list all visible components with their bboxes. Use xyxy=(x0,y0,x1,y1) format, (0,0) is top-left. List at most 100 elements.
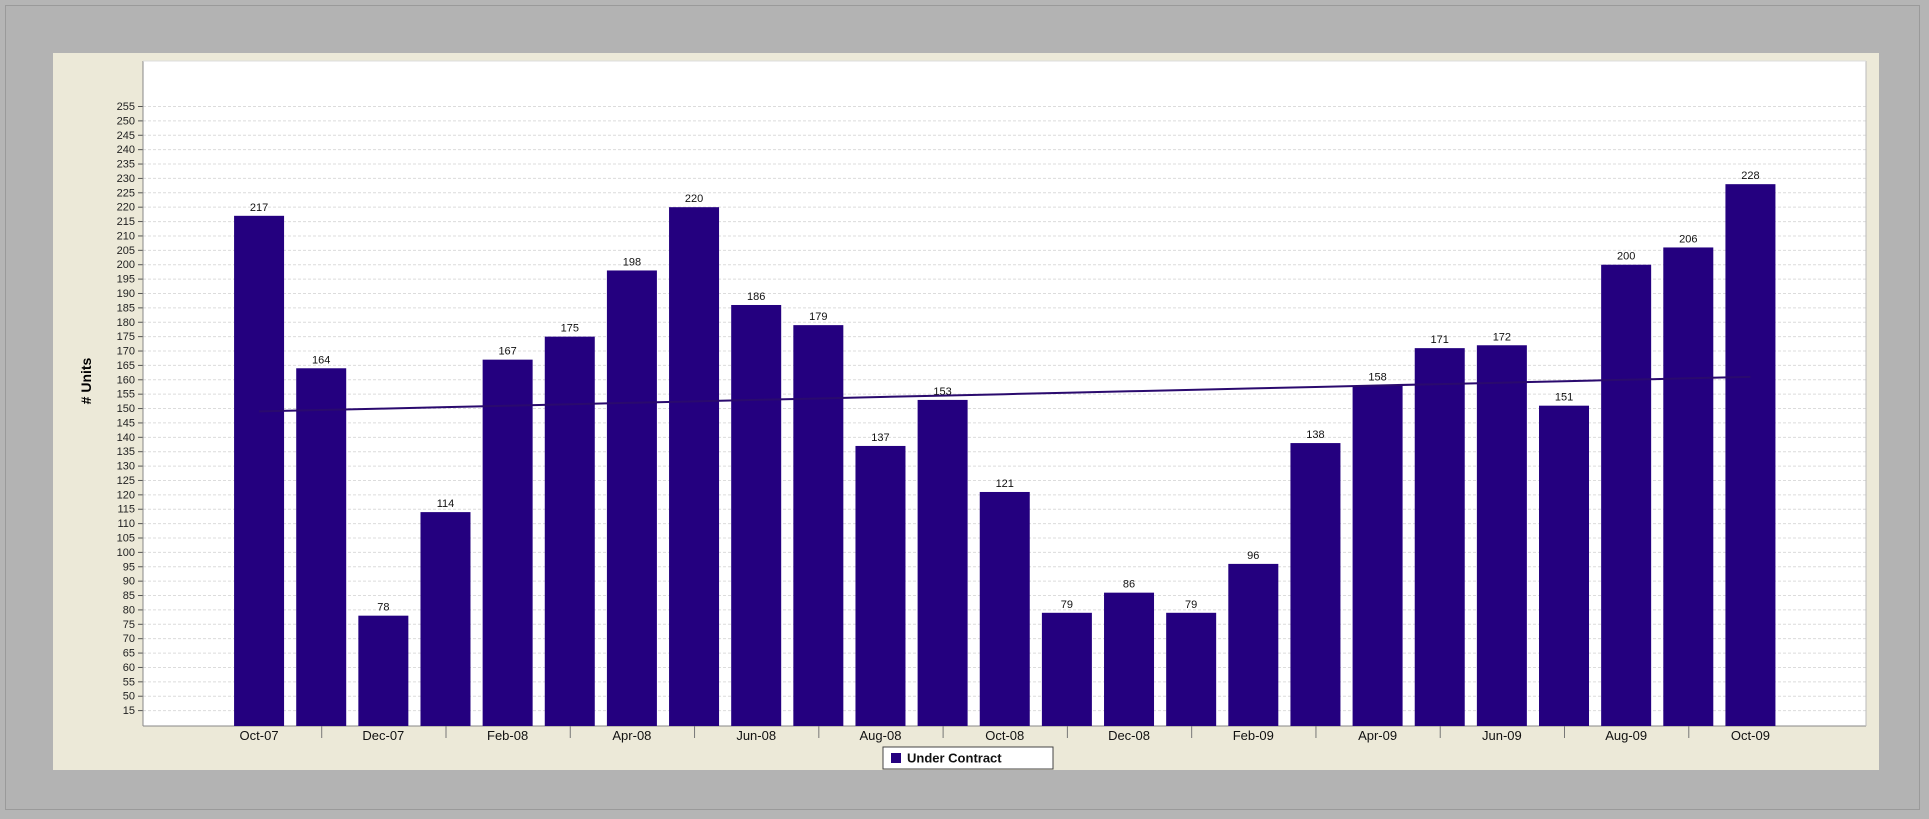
y-tick-label: 210 xyxy=(117,230,135,242)
bar-value-label: 206 xyxy=(1679,233,1697,245)
legend-label: Under Contract xyxy=(907,751,1002,766)
chart-panel: 15 50 55 60 65 70 75 80 85 90 95 100 105 110 115 120 125… xyxy=(53,53,1879,770)
y-tick-label: 225 xyxy=(117,187,135,199)
y-tick-label: 200 xyxy=(117,259,135,271)
bar-value-label: 151 xyxy=(1555,392,1573,404)
bar-value-label: 179 xyxy=(809,311,827,323)
bar xyxy=(1601,264,1652,726)
bar xyxy=(1352,385,1403,726)
bar xyxy=(669,207,720,726)
x-tick-label: Aug-08 xyxy=(860,728,902,743)
y-tick-label: 85 xyxy=(123,590,135,602)
bar-value-label: 220 xyxy=(685,193,703,205)
y-tick-label: 75 xyxy=(123,619,135,631)
bar xyxy=(793,325,844,726)
y-tick-label: 205 xyxy=(117,245,135,257)
y-tick-label: 240 xyxy=(117,144,135,156)
bar-value-label: 186 xyxy=(747,291,765,303)
bar-value-label: 137 xyxy=(871,432,889,444)
bar xyxy=(1663,247,1714,726)
y-tick-label: 100 xyxy=(117,547,135,559)
x-tick-label: Feb-09 xyxy=(1233,728,1274,743)
y-tick-label: 245 xyxy=(117,130,135,142)
y-axis-label: # Units xyxy=(78,357,94,404)
y-tick-label: 115 xyxy=(117,504,135,516)
bar-value-label: 198 xyxy=(623,256,641,268)
bar xyxy=(358,615,409,726)
bar-value-label: 217 xyxy=(250,202,268,214)
y-tick-label: 185 xyxy=(117,302,135,314)
bar-value-label: 96 xyxy=(1247,550,1259,562)
y-tick-label: 170 xyxy=(117,346,135,358)
legend-box xyxy=(882,746,1054,770)
y-tick-label: 15 xyxy=(123,705,135,717)
y-tick-label: 155 xyxy=(117,389,135,401)
y-tick-label: 110 xyxy=(117,518,135,530)
bar xyxy=(420,512,471,726)
y-tick-label: 165 xyxy=(117,360,135,372)
bar-value-label: 121 xyxy=(996,478,1014,490)
y-tick-label: 70 xyxy=(123,633,135,645)
y-tick-label: 255 xyxy=(117,101,135,113)
y-tick-label: 125 xyxy=(117,475,135,487)
x-tick-label: Jun-09 xyxy=(1482,728,1522,743)
bar xyxy=(1228,563,1279,726)
bar xyxy=(606,270,657,726)
y-tick-label: 65 xyxy=(123,648,135,660)
bar xyxy=(731,304,782,726)
y-tick-label: 135 xyxy=(117,446,135,458)
x-tick-label: Apr-08 xyxy=(612,728,651,743)
bar xyxy=(917,399,968,726)
bar xyxy=(1166,612,1217,726)
y-tick-label: 220 xyxy=(117,202,135,214)
y-tick-label: 50 xyxy=(123,691,135,703)
bar-value-label: 138 xyxy=(1306,429,1324,441)
bar xyxy=(1414,348,1465,726)
legend-swatch xyxy=(891,753,901,763)
y-tick-label: 230 xyxy=(117,173,135,185)
x-tick-label: Dec-07 xyxy=(362,728,404,743)
bar xyxy=(1539,405,1590,726)
x-tick-label: Jun-08 xyxy=(736,728,776,743)
bar xyxy=(855,445,906,726)
y-tick-label: 175 xyxy=(117,331,135,343)
bar-value-label: 228 xyxy=(1741,170,1759,182)
trend-line xyxy=(259,375,1751,413)
bar-value-label: 171 xyxy=(1431,334,1449,346)
y-tick-label: 105 xyxy=(117,533,135,545)
y-tick-label: 90 xyxy=(123,576,135,588)
y-tick-label: 215 xyxy=(117,216,135,228)
bar-value-label: 172 xyxy=(1493,331,1511,343)
x-tick-label: Aug-09 xyxy=(1605,728,1647,743)
y-tick-label: 130 xyxy=(117,461,135,473)
x-tick-label: Dec-08 xyxy=(1108,728,1150,743)
bar xyxy=(296,368,347,726)
bar-value-label: 158 xyxy=(1368,372,1386,384)
bar-value-label: 175 xyxy=(561,323,579,335)
bar-value-label: 114 xyxy=(437,498,455,510)
bar xyxy=(1725,184,1776,727)
bar-value-label: 78 xyxy=(377,602,389,614)
y-tick-label: 145 xyxy=(117,417,135,429)
y-tick-label: 95 xyxy=(123,561,135,573)
bar xyxy=(1290,443,1341,726)
x-tick-label: Oct-09 xyxy=(1731,728,1770,743)
bar-value-label: 164 xyxy=(312,354,330,366)
bar-value-label: 79 xyxy=(1061,599,1073,611)
bar xyxy=(1104,592,1155,726)
bar xyxy=(544,336,595,726)
x-tick-label: Oct-07 xyxy=(240,728,279,743)
y-tick-label: 180 xyxy=(117,317,135,329)
bar-value-label: 167 xyxy=(498,346,516,358)
x-tick-label: Apr-09 xyxy=(1358,728,1397,743)
y-tick-label: 190 xyxy=(117,288,135,300)
y-tick-label: 195 xyxy=(117,274,135,286)
y-tick-label: 160 xyxy=(117,374,135,386)
y-tick-label: 60 xyxy=(123,662,135,674)
bar-value-label: 79 xyxy=(1185,599,1197,611)
x-tick-label: Oct-08 xyxy=(985,728,1024,743)
bar xyxy=(1041,612,1092,726)
bar-value-label: 86 xyxy=(1123,579,1135,591)
bar-value-label: 200 xyxy=(1617,251,1635,263)
